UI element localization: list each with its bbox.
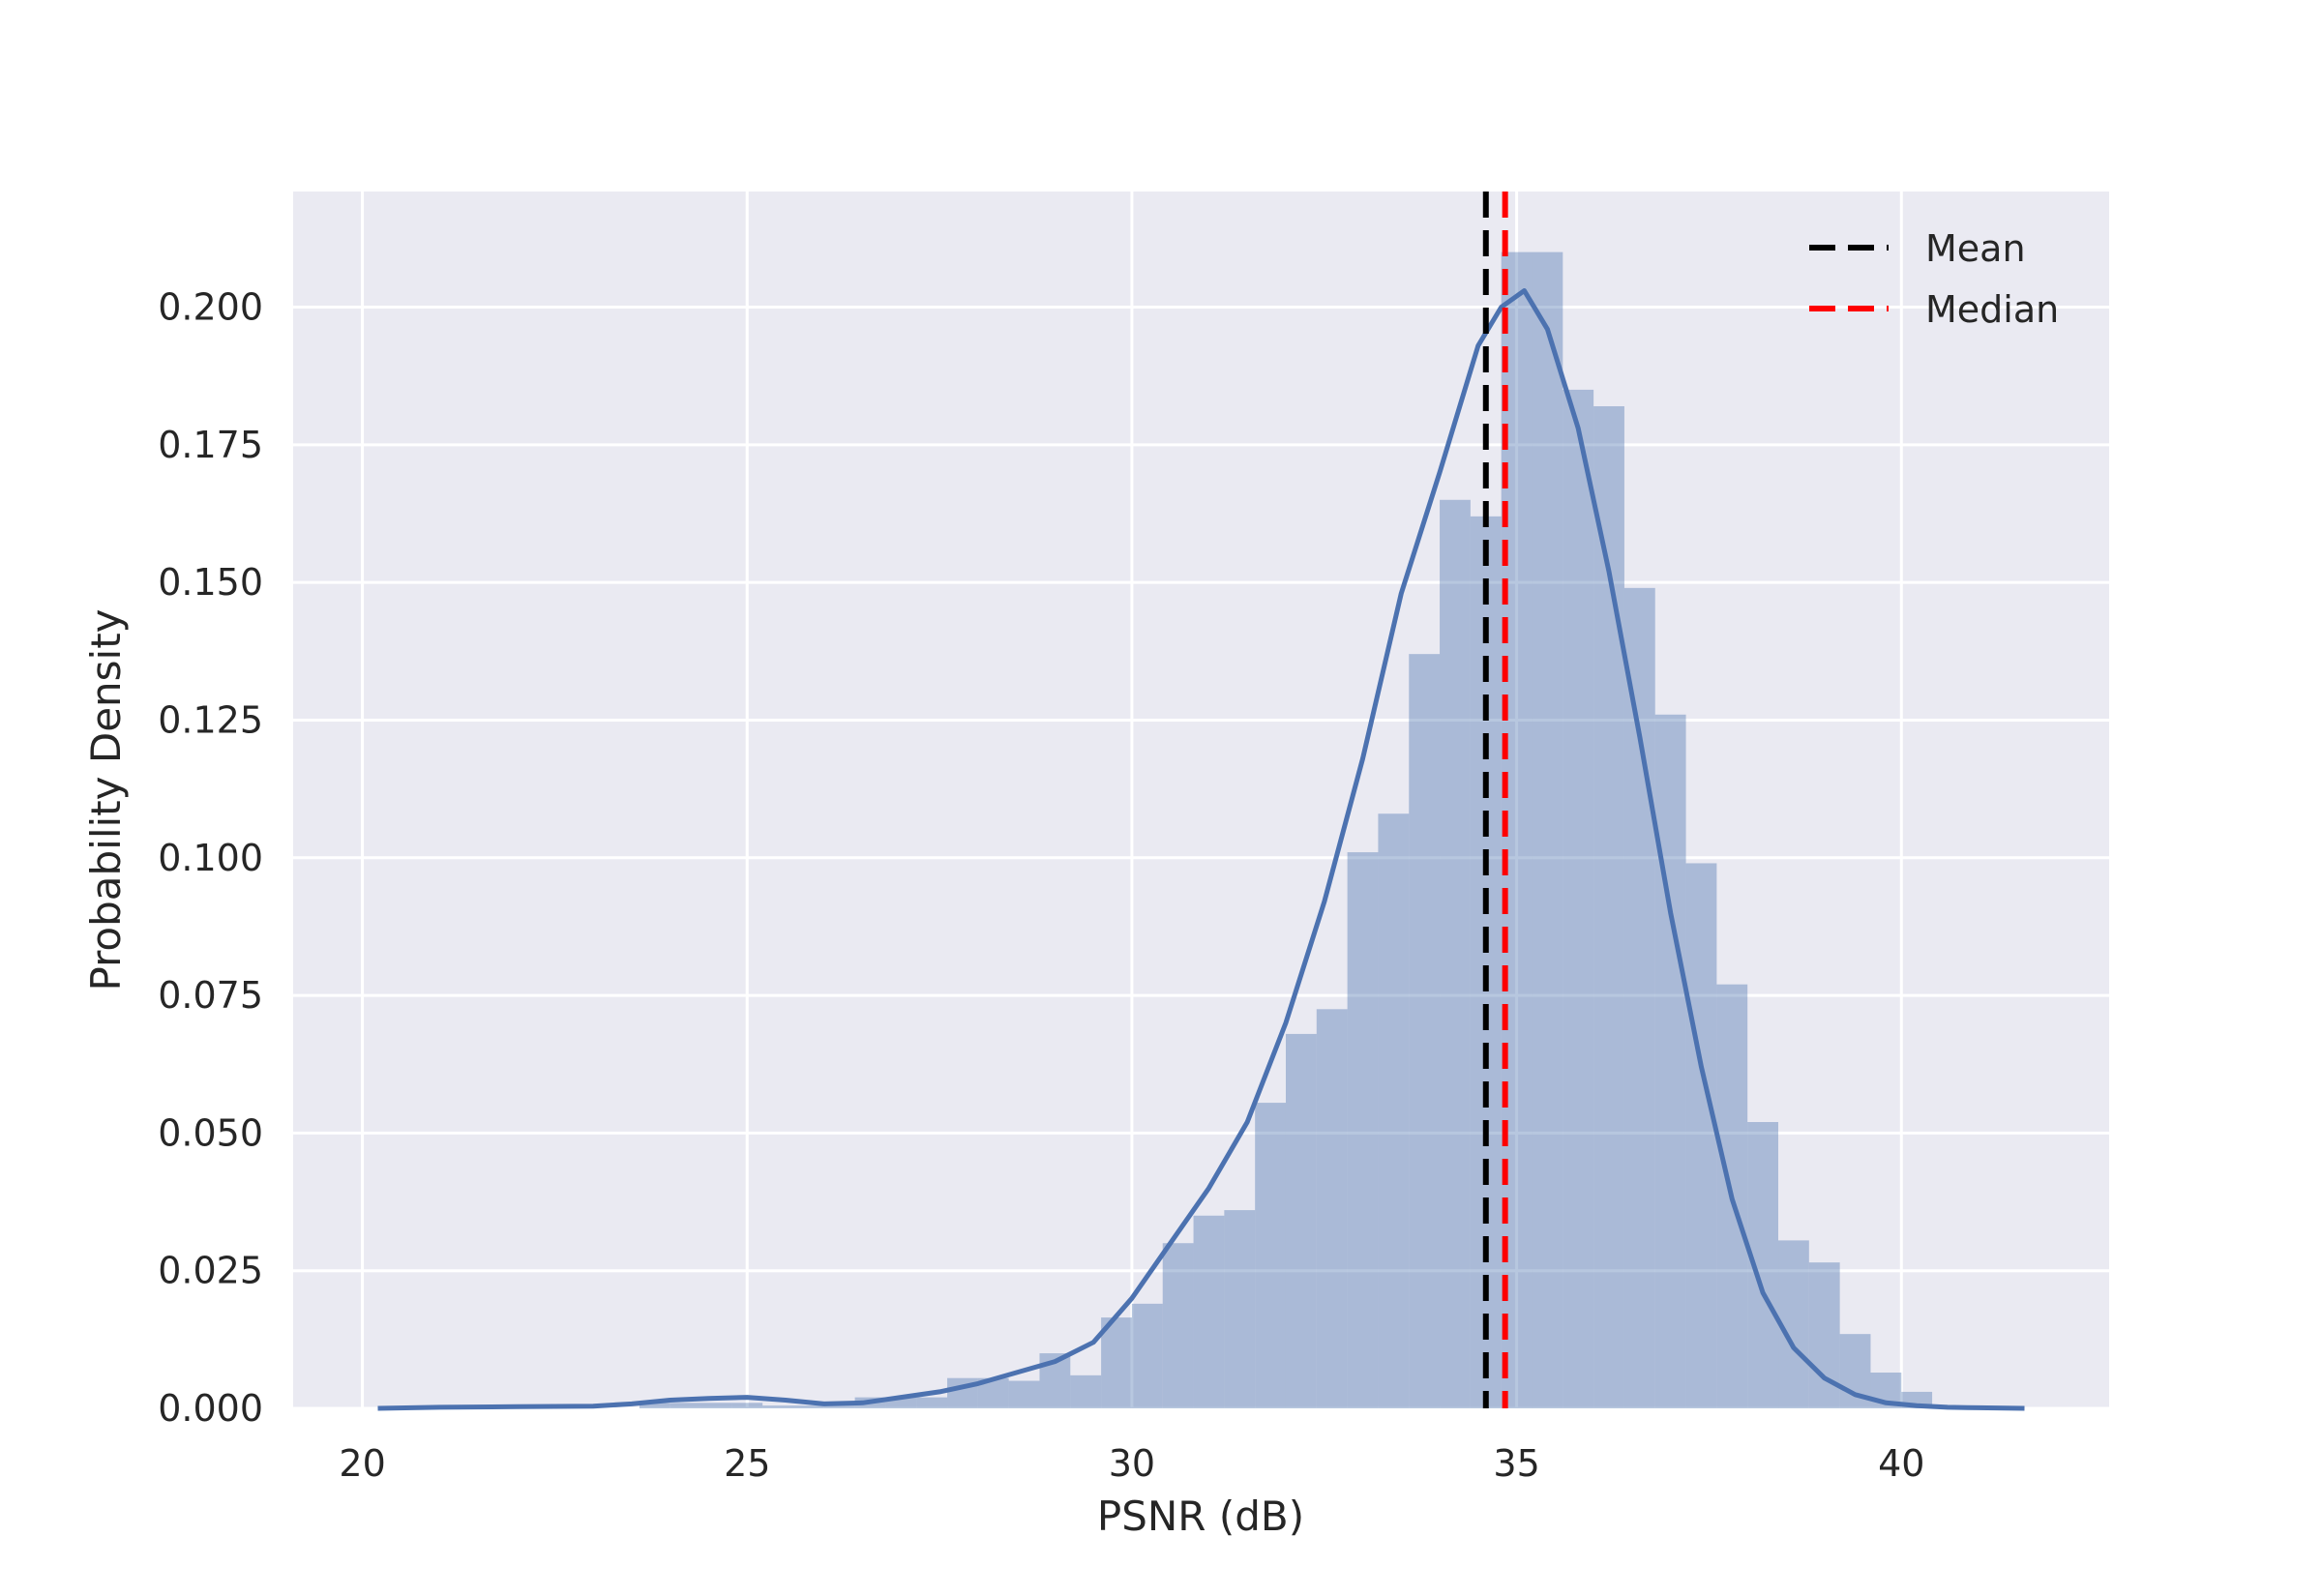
histogram-bar-22 bbox=[1316, 1009, 1348, 1408]
y-tick-label-4: 0.100 bbox=[158, 837, 263, 879]
histogram-bar-24 bbox=[1378, 813, 1410, 1408]
histogram-bar-4 bbox=[762, 1405, 793, 1408]
gridlines bbox=[293, 192, 2109, 1410]
plot-background bbox=[293, 192, 2109, 1408]
kde-curve bbox=[377, 288, 2025, 1411]
y-tick-label-5: 0.125 bbox=[158, 698, 263, 741]
x-tick-labels: 20 25 30 35 40 bbox=[339, 1442, 1924, 1485]
histogram-bar-18 bbox=[1193, 1215, 1225, 1408]
histogram-bar-20 bbox=[1255, 1103, 1286, 1408]
y-tick-label-2: 0.050 bbox=[158, 1111, 263, 1154]
histogram-bar-26 bbox=[1440, 499, 1471, 1408]
y-tick-label-1: 0.025 bbox=[158, 1250, 263, 1292]
histogram-bar-25 bbox=[1409, 654, 1441, 1408]
x-tick-label-2: 30 bbox=[1109, 1442, 1155, 1485]
histogram-bar-37 bbox=[1778, 1240, 1809, 1408]
histogram-bar-16 bbox=[1131, 1303, 1163, 1408]
histogram-bar-23 bbox=[1347, 852, 1379, 1408]
y-tick-labels: 0.000 0.025 0.050 0.075 0.100 0.125 0.150 0.175… bbox=[158, 286, 263, 1430]
histogram-bar-32 bbox=[1623, 587, 1655, 1408]
x-tick-label-4: 40 bbox=[1878, 1442, 1924, 1485]
kde-line bbox=[377, 288, 2025, 1411]
y-tick-label-8: 0.200 bbox=[158, 286, 263, 329]
histogram-bar-8 bbox=[885, 1397, 917, 1408]
histogram-bar-0 bbox=[639, 1403, 670, 1408]
histogram-bar-31 bbox=[1593, 406, 1624, 1408]
histogram-bar-2 bbox=[700, 1403, 732, 1408]
y-tick-label-0: 0.000 bbox=[158, 1387, 263, 1430]
histogram-bar-15 bbox=[1101, 1317, 1132, 1408]
histogram-bar-1 bbox=[670, 1403, 701, 1408]
histogram-bar-27 bbox=[1470, 516, 1502, 1408]
y-tick-label-6: 0.150 bbox=[158, 561, 263, 604]
histogram-bar-9 bbox=[916, 1397, 948, 1408]
histogram-bar-14 bbox=[1070, 1374, 1102, 1408]
histogram-bar-33 bbox=[1654, 714, 1686, 1408]
histogram-bar-3 bbox=[731, 1403, 763, 1408]
histogram-bar-12 bbox=[1008, 1380, 1040, 1408]
y-axis-label: Probability Density bbox=[82, 608, 130, 990]
reference-lines bbox=[1482, 192, 1508, 1408]
histogram-bar-29 bbox=[1532, 251, 1563, 1409]
histogram-bar-19 bbox=[1224, 1210, 1256, 1408]
x-tick-label-1: 25 bbox=[724, 1442, 770, 1485]
legend-median-label: Median bbox=[1925, 288, 2059, 331]
histogram-bar-30 bbox=[1563, 389, 1594, 1408]
y-tick-label-7: 0.175 bbox=[158, 424, 263, 466]
histogram-bar-17 bbox=[1162, 1243, 1194, 1408]
legend: Mean Median bbox=[1809, 227, 2059, 331]
x-axis-label: PSNR (dB) bbox=[1097, 1493, 1304, 1540]
histogram-bar-5 bbox=[792, 1405, 824, 1408]
legend-mean-label: Mean bbox=[1925, 227, 2026, 270]
histogram-bar-21 bbox=[1285, 1033, 1317, 1408]
x-tick-label-0: 20 bbox=[339, 1442, 385, 1485]
y-tick-label-3: 0.075 bbox=[158, 974, 263, 1017]
x-tick-label-3: 35 bbox=[1493, 1442, 1539, 1485]
histogram-bar-34 bbox=[1685, 863, 1717, 1408]
